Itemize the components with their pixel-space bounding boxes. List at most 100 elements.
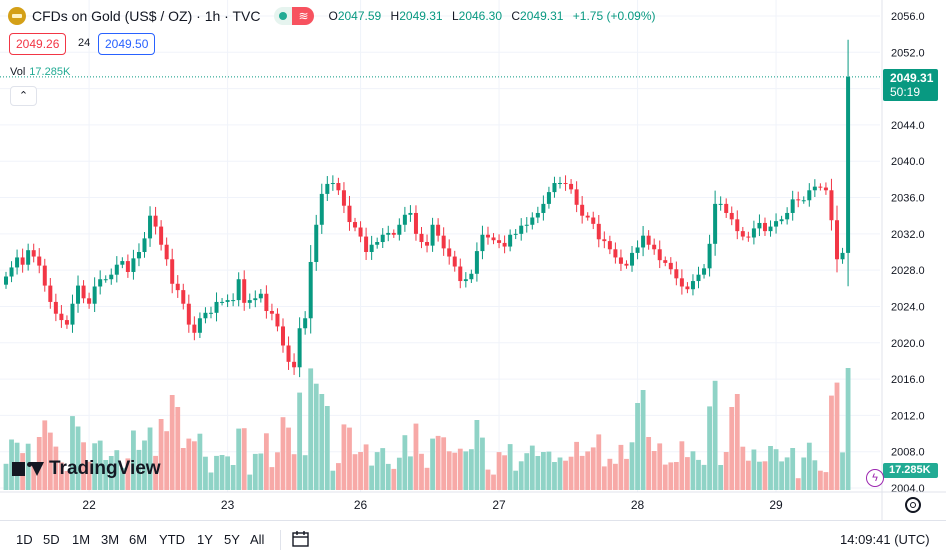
volume-bar xyxy=(518,461,524,490)
candle-body xyxy=(790,199,795,213)
volume-bar xyxy=(557,457,563,490)
buy-price-button[interactable]: 2049.50 xyxy=(98,33,156,55)
timeframe-6m-button[interactable]: 6M xyxy=(129,532,148,547)
candle-body xyxy=(109,274,114,280)
candle-body xyxy=(186,303,191,325)
timeframe-5d-button[interactable]: 5D xyxy=(43,532,60,547)
candle-body xyxy=(264,293,269,311)
candle-body xyxy=(519,225,524,234)
candle-body xyxy=(136,252,141,259)
candle-body xyxy=(275,313,280,327)
candle-body xyxy=(613,249,618,258)
price-tick-label: 2004.0 xyxy=(891,483,925,495)
candle-body xyxy=(92,286,97,304)
volume-bar xyxy=(103,460,109,490)
candle-body xyxy=(441,235,446,249)
candle-body xyxy=(846,76,851,253)
volume-bar xyxy=(402,435,408,490)
collapse-legend-button[interactable]: ⌃ xyxy=(10,86,37,106)
volume-bar xyxy=(97,440,103,490)
volume-bar xyxy=(380,448,386,490)
candle-body xyxy=(762,222,767,232)
volume-bar xyxy=(64,471,70,490)
price-tick-label: 2052.0 xyxy=(891,47,925,59)
date-range-icon[interactable] xyxy=(292,530,310,548)
candle-body xyxy=(530,217,535,225)
utc-clock[interactable]: 14:09:41 (UTC) xyxy=(840,532,930,547)
volume-bar xyxy=(474,420,480,490)
volume-bar xyxy=(263,433,269,490)
volume-bar xyxy=(75,426,81,490)
candle-body xyxy=(685,286,690,290)
volume-bars xyxy=(3,368,851,490)
volume-bar xyxy=(396,457,402,490)
volume-bar xyxy=(535,456,541,490)
candle-body xyxy=(596,223,601,240)
candle-body xyxy=(497,240,502,243)
bar-countdown: 50:19 xyxy=(890,85,921,99)
candle-body xyxy=(840,252,845,260)
volume-bar xyxy=(546,451,552,490)
price-tick-label: 2008.0 xyxy=(891,447,925,459)
symbol-title[interactable]: CFDs on Gold (US$ / OZ) · 1h · TVC xyxy=(32,8,261,24)
timeframe-ytd-button[interactable]: YTD xyxy=(159,532,185,547)
last-price-value: 2049.31 xyxy=(890,71,934,85)
timeframe-3m-button[interactable]: 3M xyxy=(101,532,120,547)
timeframe-all-button[interactable]: All xyxy=(250,532,265,547)
volume-bar xyxy=(330,470,336,490)
price-tick-label: 2056.0 xyxy=(891,11,925,23)
candle-body xyxy=(413,212,418,234)
sell-price-button[interactable]: 2049.26 xyxy=(9,33,67,55)
volume-bar xyxy=(241,428,247,490)
volume-bar xyxy=(147,427,153,490)
volume-bar xyxy=(291,454,297,490)
bottom-toolbar: 1D 5D 1M 3M 6M YTD 1Y 5Y All 14:09:41 (U… xyxy=(0,520,946,560)
market-status-pill[interactable]: ≋ xyxy=(274,7,315,25)
candle-body xyxy=(81,285,86,299)
brand-name: TradingView xyxy=(49,458,161,479)
volume-badge: 17.285K xyxy=(883,463,938,478)
volume-bar xyxy=(563,460,568,490)
toolbar-divider xyxy=(280,530,281,550)
candle-body xyxy=(70,303,75,325)
candle-body xyxy=(37,256,42,266)
candle-body xyxy=(286,345,291,362)
candle-body xyxy=(652,244,657,250)
price-chart[interactable]: 2004.0 2008.0 2012.0 2016.0 2020.0 2024.0 2028… xyxy=(0,0,946,520)
volume-bar xyxy=(81,442,86,490)
candle-body xyxy=(242,279,247,303)
candle-body xyxy=(430,224,435,246)
volume-bar xyxy=(457,448,463,490)
settings-icon[interactable] xyxy=(905,497,921,513)
volume-bar xyxy=(169,395,175,490)
bolt-icon[interactable]: ϟ xyxy=(866,469,884,487)
candle-body xyxy=(258,293,263,299)
candle-body xyxy=(297,328,302,368)
price-tick-label: 2028.0 xyxy=(891,265,925,277)
candle-body xyxy=(15,257,20,268)
candle-body xyxy=(829,190,834,221)
candle-body xyxy=(546,192,551,204)
timeframe-1d-button[interactable]: 1D xyxy=(16,532,33,547)
volume-bar xyxy=(219,455,225,490)
candle-body xyxy=(330,183,335,185)
volume-bar xyxy=(601,466,607,490)
timeframe-1m-button[interactable]: 1M xyxy=(72,532,91,547)
volume-bar xyxy=(435,435,441,490)
candle-body xyxy=(53,301,58,314)
volume-bar xyxy=(408,456,413,490)
volume-bar xyxy=(385,463,391,490)
candle-body xyxy=(602,239,607,242)
spread-value: 24 xyxy=(78,37,91,49)
volume-bar xyxy=(657,443,663,490)
timeframe-1y-button[interactable]: 1Y xyxy=(197,532,213,547)
candle-body xyxy=(641,235,646,248)
candle-body xyxy=(480,234,485,252)
volume-bar xyxy=(153,455,158,490)
tradingview-logo[interactable]: TradingView xyxy=(12,458,161,480)
timeframe-5y-button[interactable]: 5Y xyxy=(224,532,240,547)
volume-bar xyxy=(817,470,823,490)
volume-bar xyxy=(119,467,125,490)
volume-bar xyxy=(441,437,447,490)
volume-bar xyxy=(42,420,48,490)
